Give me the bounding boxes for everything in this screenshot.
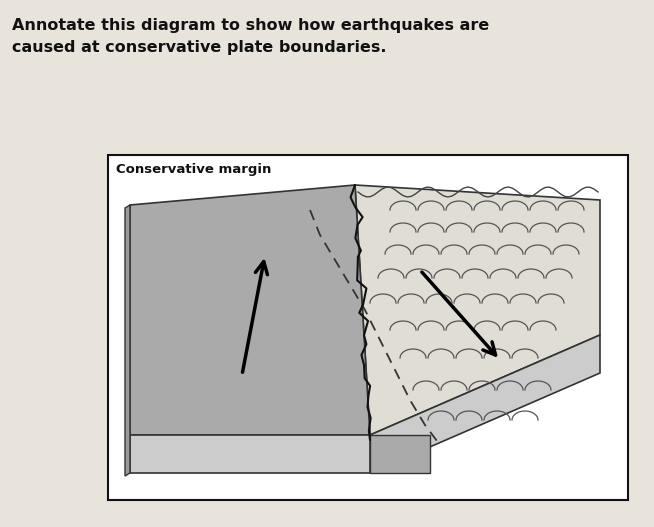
Polygon shape [125,205,130,476]
Polygon shape [370,335,600,473]
Bar [108,155,628,500]
Polygon shape [355,185,600,435]
Text: Conservative margin: Conservative margin [116,163,271,176]
Polygon shape [130,185,370,435]
Text: Annotate this diagram to show how earthquakes are: Annotate this diagram to show how earthq… [12,18,489,33]
Text: caused at conservative plate boundaries.: caused at conservative plate boundaries. [12,40,387,55]
Polygon shape [370,435,430,473]
Polygon shape [130,435,370,473]
